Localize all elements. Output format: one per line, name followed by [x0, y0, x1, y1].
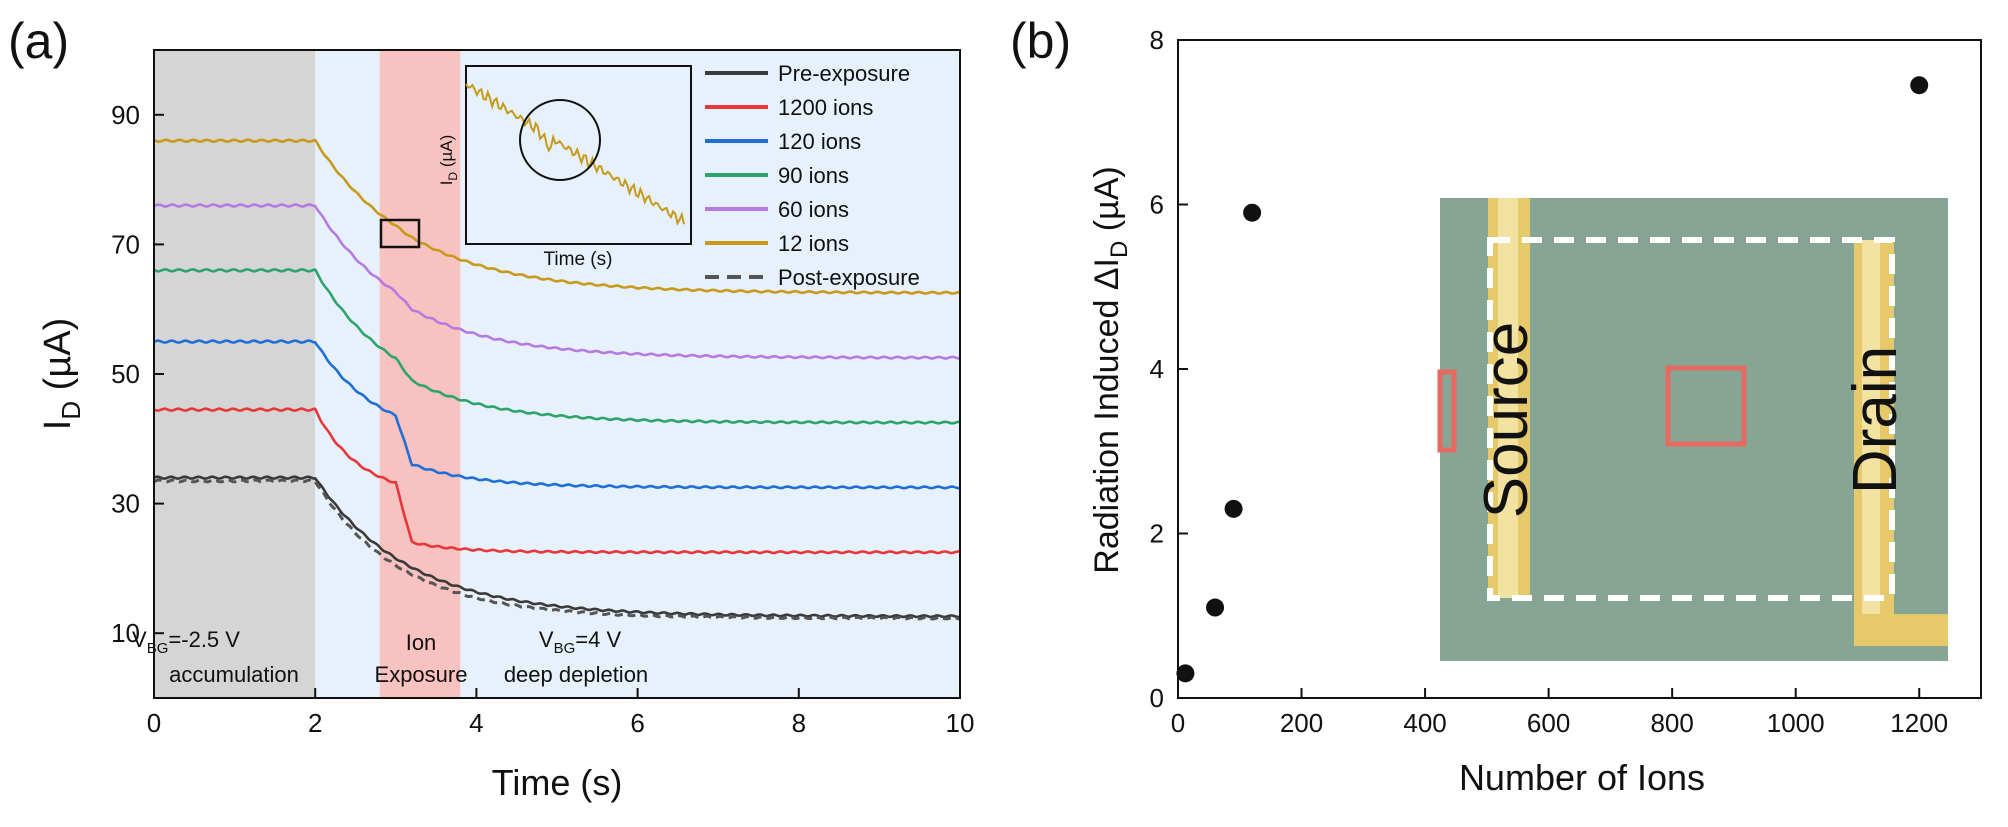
inset-xlabel: Time (s) [544, 249, 613, 270]
a-xtick-label: 6 [630, 708, 644, 738]
a-series-group [153, 138, 961, 621]
legend-label: 60 ions [778, 197, 849, 222]
a-ylabel: ID (µA) [37, 318, 86, 430]
b-xtick-label: 800 [1650, 708, 1693, 738]
b-plot-frame [1177, 39, 1982, 699]
b-ytick-label: 4 [1150, 354, 1164, 384]
b-ytick-label: 0 [1150, 683, 1164, 713]
a-ytick-label: 10 [111, 618, 140, 648]
a-plot-frame [153, 49, 961, 699]
data-point [1243, 203, 1262, 222]
legend-label: 1200 ions [778, 95, 873, 120]
b-xtick-label: 1000 [1767, 708, 1825, 738]
legend-label: 120 ions [778, 129, 861, 154]
series-pre-exposure [153, 475, 961, 619]
inset-trace [465, 83, 685, 226]
a-xtick-label: 4 [469, 708, 483, 738]
b-xlabel: Number of Ions [1459, 757, 1705, 798]
panel-b-label: (b) [1010, 13, 1071, 69]
inset-ylabel: ID (µA) [437, 135, 460, 186]
b-xtick-label: 0 [1171, 708, 1185, 738]
source-label: Source [1472, 322, 1541, 518]
zoom-marker-box [379, 218, 421, 249]
inset: Time (s) ID (µA) [437, 65, 692, 270]
deep-depletion-label: deep depletion [504, 662, 648, 687]
data-point [1206, 598, 1225, 617]
legend-label: Pre-exposure [778, 61, 910, 86]
b-xtick-label: 600 [1527, 708, 1570, 738]
a-xtick-label: 8 [792, 708, 806, 738]
a-xlabel: Time (s) [492, 762, 623, 803]
data-point [1910, 76, 1929, 95]
inset-circle [519, 99, 601, 181]
legend-label: 12 ions [778, 231, 849, 256]
series-12-ions [153, 138, 961, 295]
a-xtick-label: 2 [308, 708, 322, 738]
b-ytick-label: 8 [1150, 25, 1164, 55]
data-point [1224, 499, 1243, 518]
vbg-accumulation-label: VBG=-2.5 V [132, 627, 240, 657]
series-90-ions [153, 267, 960, 425]
a-ytick-label: 30 [111, 489, 140, 519]
b-ytick-label: 6 [1150, 190, 1164, 220]
b-xtick-label: 400 [1403, 708, 1446, 738]
vbg-depletion-label: VBG=4 V [539, 627, 622, 657]
series-post-exposure [153, 478, 961, 621]
series-60-ions [153, 203, 960, 360]
ion-label: Ion [406, 630, 437, 655]
series-120-ions [153, 339, 961, 490]
b-ytick-label: 2 [1150, 519, 1164, 549]
b-xtick-label: 1200 [1890, 708, 1948, 738]
a-ytick-label: 70 [111, 229, 140, 259]
series-1200-ions [153, 407, 961, 555]
drain-label: Drain [1841, 346, 1910, 494]
b-ticks: 0 200 400 600 800 1000 1200 0 2 4 6 8 [1150, 25, 1949, 738]
legend-label: 90 ions [778, 163, 849, 188]
a-legend: Pre-exposure 1200 ions 120 ions 90 ions 60 i… [705, 61, 920, 290]
a-xtick-label: 0 [147, 708, 161, 738]
exposure-label: Exposure [375, 662, 468, 687]
a-annotations: VBG=-2.5 V accumulation Ion Exposure VBG… [132, 627, 648, 687]
a-xtick-label: 10 [946, 708, 975, 738]
data-point [1176, 664, 1195, 683]
panel-a-label: (a) [8, 13, 69, 69]
b-xtick-label: 200 [1280, 708, 1323, 738]
legend-label: Post-exposure [778, 265, 920, 290]
b-ylabel: Radiation Induced ΔID (µA) [1088, 166, 1133, 573]
accumulation-label: accumulation [169, 662, 299, 687]
a-ytick-label: 90 [111, 100, 140, 130]
device-micrograph: Source Drain [1437, 198, 1948, 661]
region-accumulation [154, 50, 316, 698]
b-points [1176, 76, 1929, 683]
a-ytick-label: 50 [111, 359, 140, 389]
